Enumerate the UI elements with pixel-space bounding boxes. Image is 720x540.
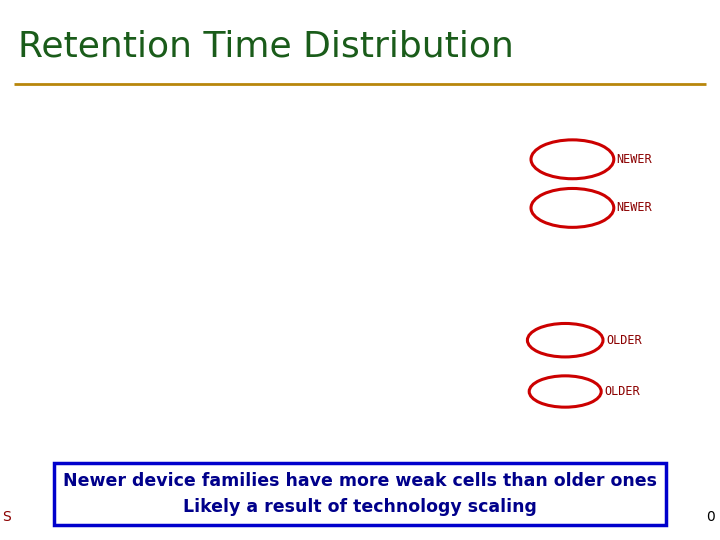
Text: 0: 0	[706, 510, 715, 524]
Text: S: S	[2, 510, 11, 524]
Text: NEWER: NEWER	[617, 201, 652, 214]
Text: Retention Time Distribution: Retention Time Distribution	[18, 30, 514, 64]
Text: OLDER: OLDER	[604, 385, 639, 398]
Text: OLDER: OLDER	[606, 334, 642, 347]
Text: NEWER: NEWER	[617, 153, 652, 166]
Text: Newer device families have more weak cells than older ones
Likely a result of te: Newer device families have more weak cel…	[63, 472, 657, 516]
